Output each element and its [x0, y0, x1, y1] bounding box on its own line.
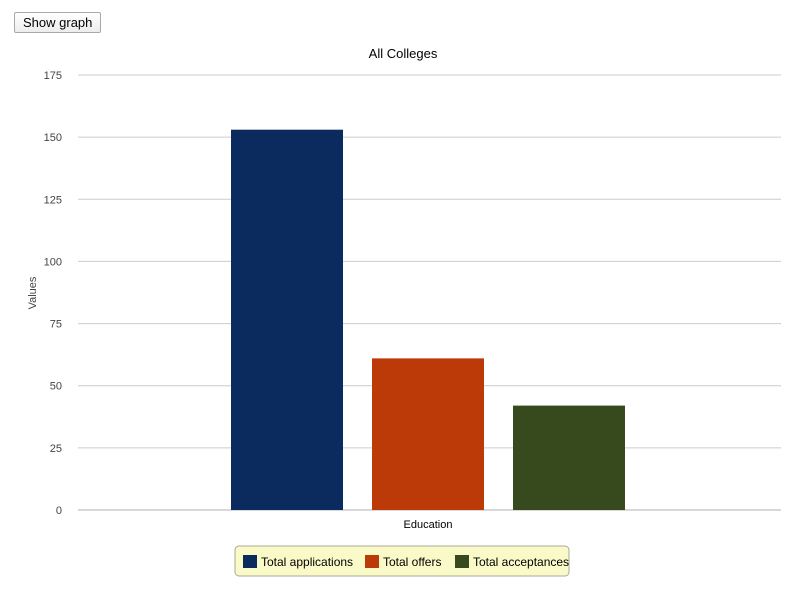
- legend-label: Total applications: [261, 555, 353, 569]
- y-tick-label: 50: [50, 381, 62, 393]
- legend-swatch: [365, 555, 379, 568]
- y-tick-label: 150: [44, 132, 62, 144]
- bars: [231, 129, 625, 510]
- legend: Total applications Total offers Total acce…: [234, 545, 570, 577]
- y-tick-label: 25: [50, 443, 62, 455]
- legend-label: Total acceptances: [473, 555, 569, 569]
- x-axis-categories: Education: [404, 519, 453, 531]
- chart-title: All Colleges: [369, 46, 438, 61]
- y-tick-label: 125: [44, 194, 62, 206]
- bar-total-acceptances: [513, 405, 625, 510]
- legend-box: [234, 545, 570, 577]
- legend-label: Total offers: [383, 555, 441, 569]
- y-axis-label: Values: [27, 276, 39, 309]
- y-tick-label: 75: [50, 319, 62, 331]
- show-graph-button[interactable]: Show graph: [14, 12, 102, 33]
- y-tick-label: 100: [44, 256, 62, 268]
- legend-swatch: [243, 555, 257, 568]
- bar-total-applications: [231, 129, 343, 510]
- x-category-label: Education: [404, 519, 453, 531]
- y-axis-ticks: 0 25 50 75 100 125 150 175: [44, 70, 62, 517]
- y-tick-label: 0: [56, 505, 62, 517]
- legend-swatch: [455, 555, 469, 568]
- y-tick-label: 175: [44, 70, 62, 82]
- bar-total-offers: [372, 358, 484, 510]
